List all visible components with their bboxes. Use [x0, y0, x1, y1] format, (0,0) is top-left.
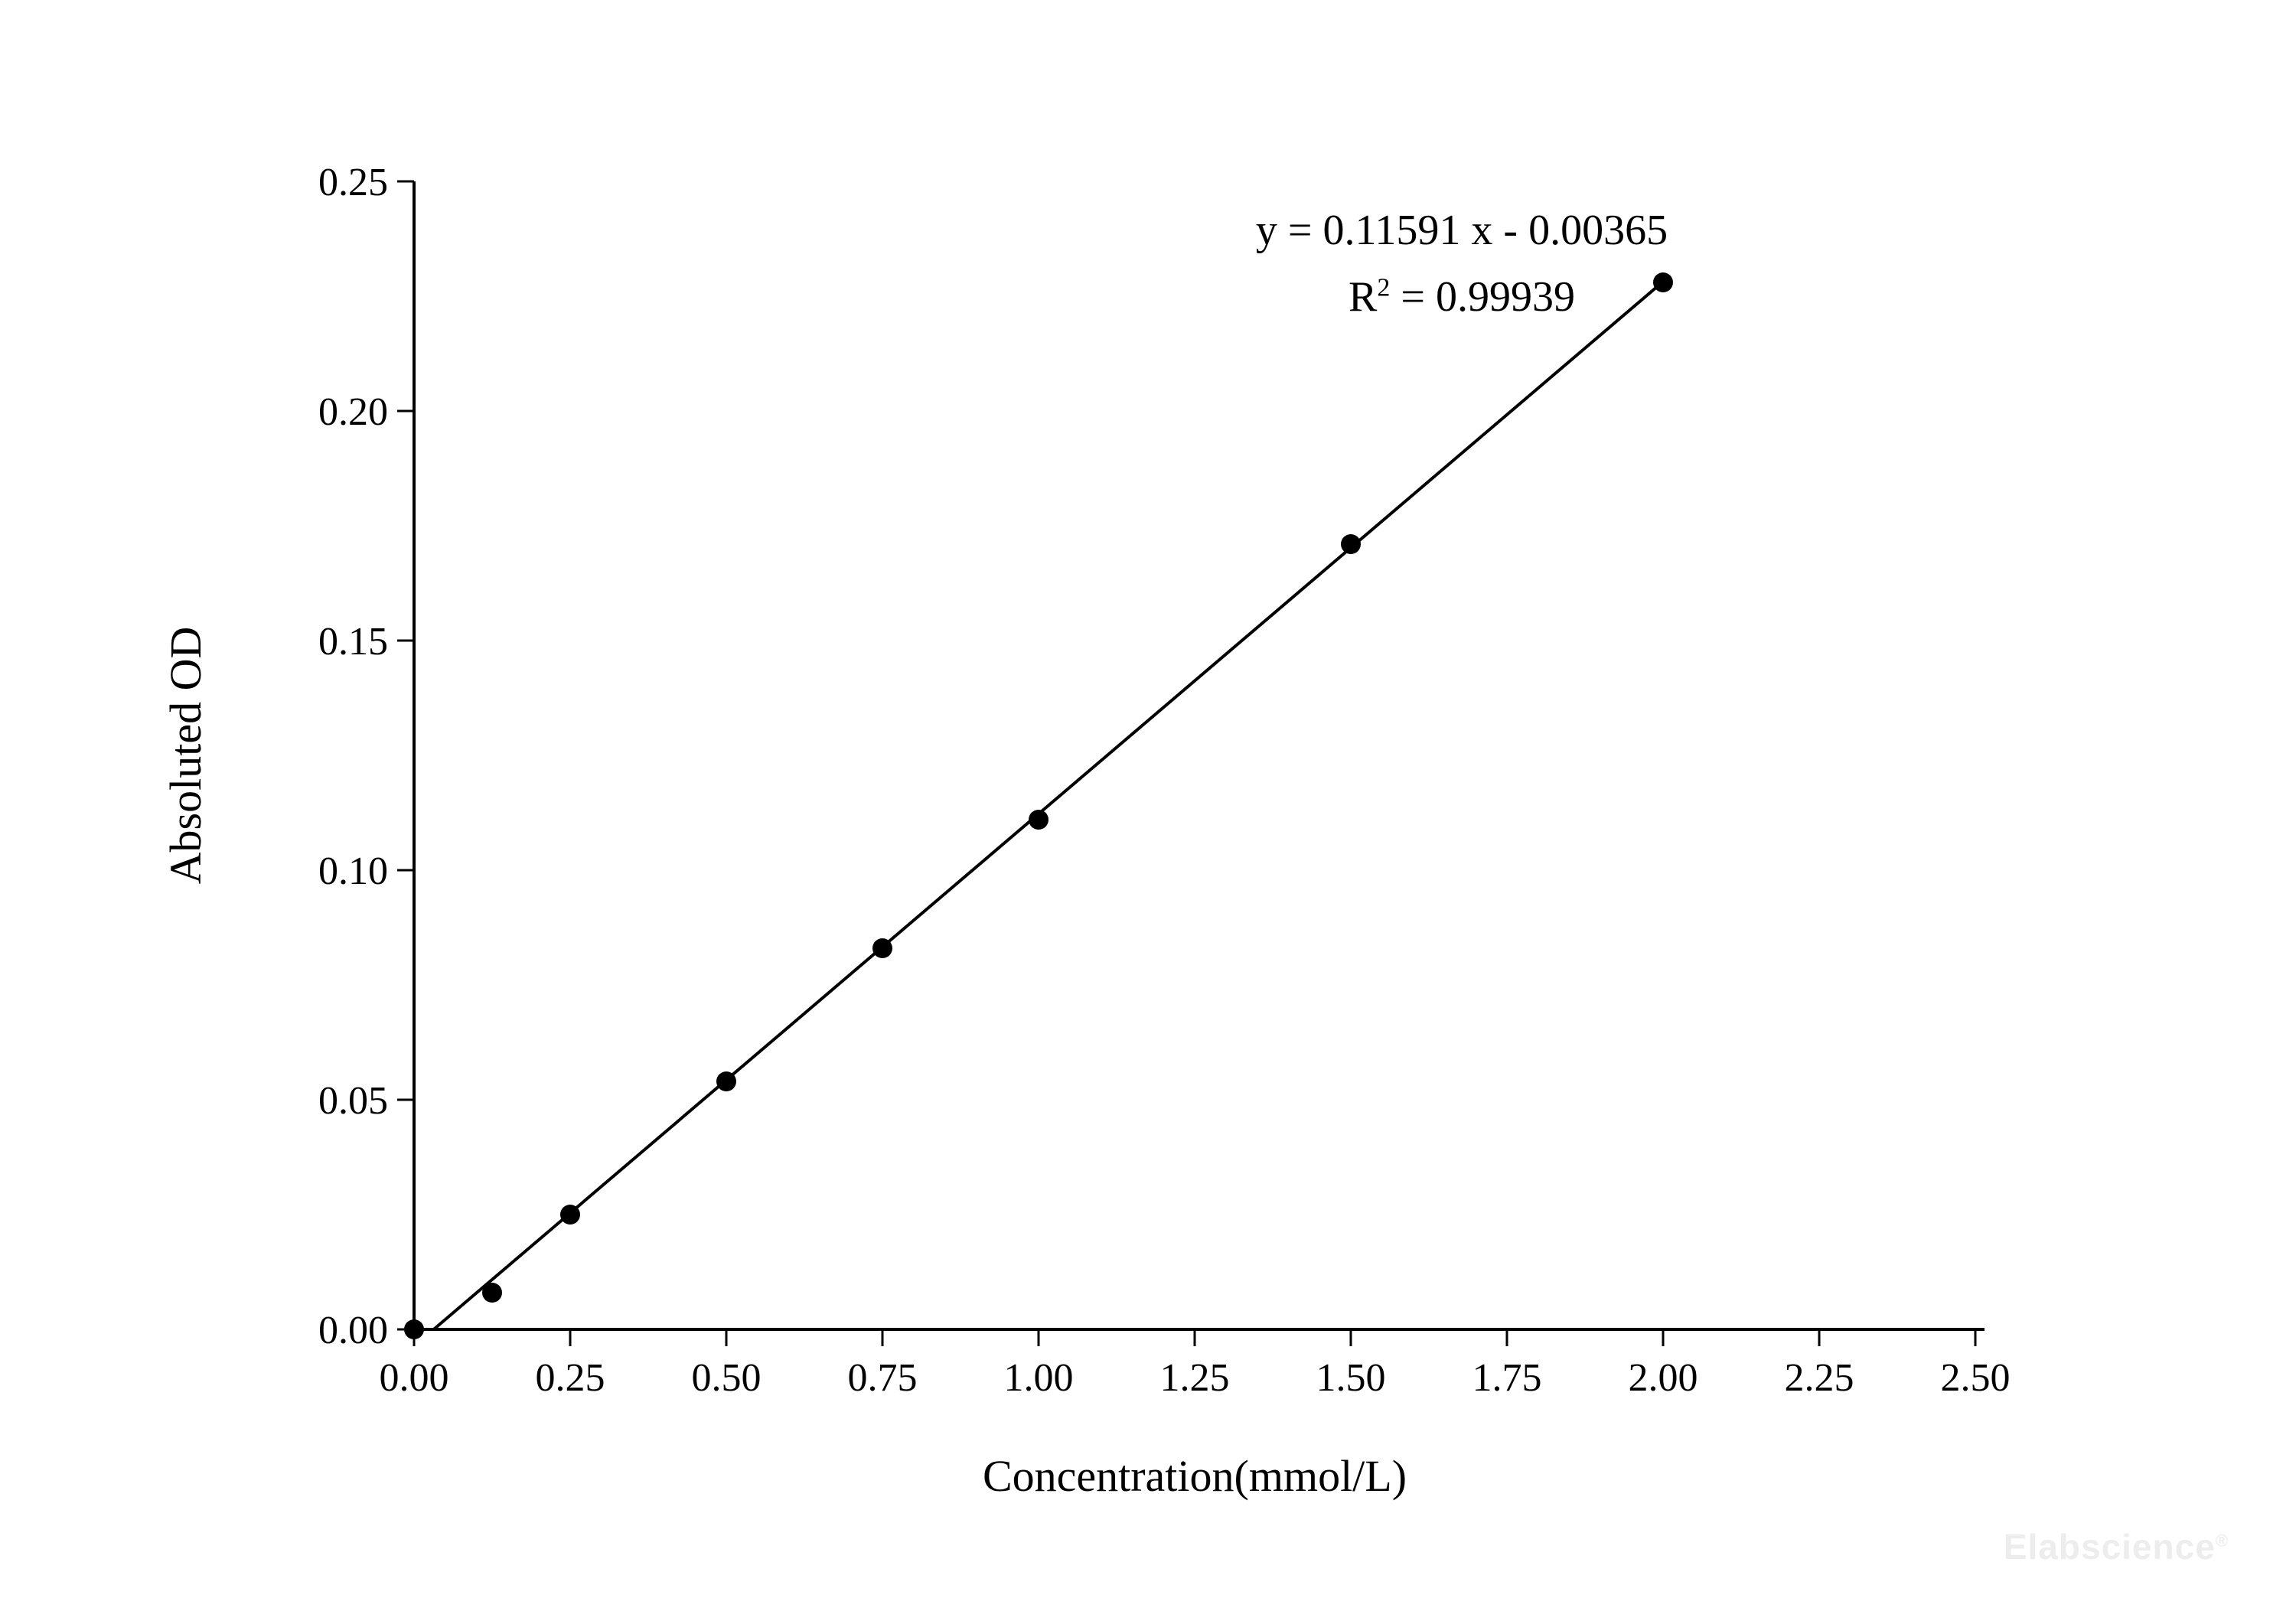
data-point-marker	[1029, 810, 1049, 830]
data-point-marker	[560, 1205, 580, 1225]
y-tick-label: 0.20	[318, 390, 388, 434]
x-tick-label: 1.75	[1473, 1356, 1542, 1400]
y-tick-label: 0.00	[318, 1309, 388, 1352]
elabscience-watermark: Elabscience®	[2003, 1527, 2229, 1567]
x-tick-label: 2.25	[1785, 1356, 1854, 1400]
r-squared-text: R2 = 0.99939	[1349, 272, 1575, 321]
x-tick-label: 1.50	[1316, 1356, 1386, 1400]
y-tick-label: 0.25	[318, 161, 388, 204]
data-point-marker	[716, 1071, 736, 1091]
x-tick-label: 2.50	[1941, 1356, 2011, 1400]
y-tick-label: 0.05	[318, 1079, 388, 1123]
x-tick-label: 0.25	[536, 1356, 605, 1400]
fit-equation-text: y = 0.11591 x - 0.00365	[1255, 207, 1668, 254]
x-tick-label: 0.50	[692, 1356, 762, 1400]
registered-mark: ®	[2215, 1531, 2229, 1551]
data-point-marker	[482, 1283, 502, 1303]
r-squared-superscript: 2	[1377, 273, 1391, 302]
x-tick-label: 1.00	[1004, 1356, 1074, 1400]
x-tick-label: 1.25	[1160, 1356, 1230, 1400]
y-axis-title: Absoluted OD	[161, 627, 210, 885]
data-point-marker	[404, 1319, 424, 1339]
data-point-marker	[872, 938, 892, 958]
data-point-marker	[1653, 272, 1673, 292]
data-point-marker	[1341, 534, 1361, 554]
x-tick-label: 0.00	[380, 1356, 449, 1400]
x-axis-title: Concentration(mmol/L)	[983, 1451, 1407, 1501]
x-tick-label: 0.75	[848, 1356, 918, 1400]
y-tick-label: 0.10	[318, 850, 388, 893]
fit-line	[432, 280, 1665, 1331]
y-tick-label: 0.15	[318, 620, 388, 664]
x-tick-label: 2.00	[1629, 1356, 1698, 1400]
fit-equation-annotation: y = 0.11591 x - 0.00365 R2 = 0.99939	[1148, 197, 1776, 331]
